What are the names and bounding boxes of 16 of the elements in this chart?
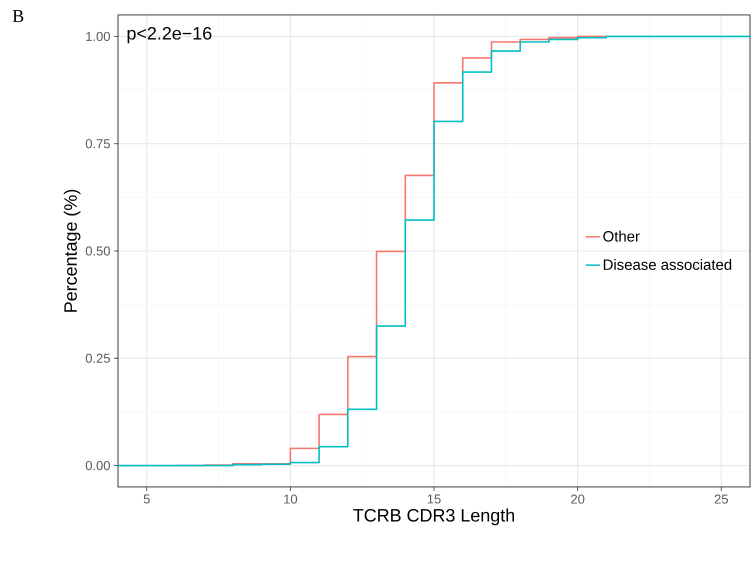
y-tick-label: 0.50 — [86, 246, 110, 256]
y-axis-title: Percentage (%) — [64, 190, 80, 312]
x-axis-title: TCRB CDR3 Length — [353, 508, 514, 526]
y-tick-label: 0.25 — [86, 354, 110, 363]
x-tick-label: 20 — [571, 494, 584, 504]
x-tick-label: 25 — [714, 494, 728, 504]
y-tick-label: 1.00 — [86, 32, 110, 42]
text: B — [12, 10, 24, 22]
legend-label: Other — [603, 230, 640, 242]
x-tick-label: 5 — [144, 494, 150, 504]
y-tick-label: 0.00 — [86, 460, 110, 470]
y-tick-label: 0.75 — [86, 139, 110, 148]
x-tick-label: 10 — [284, 494, 298, 504]
x-tick-label: 15 — [428, 494, 441, 504]
legend-label: Disease associated — [604, 258, 732, 270]
annotation: p<2.2e−16 — [128, 26, 212, 44]
